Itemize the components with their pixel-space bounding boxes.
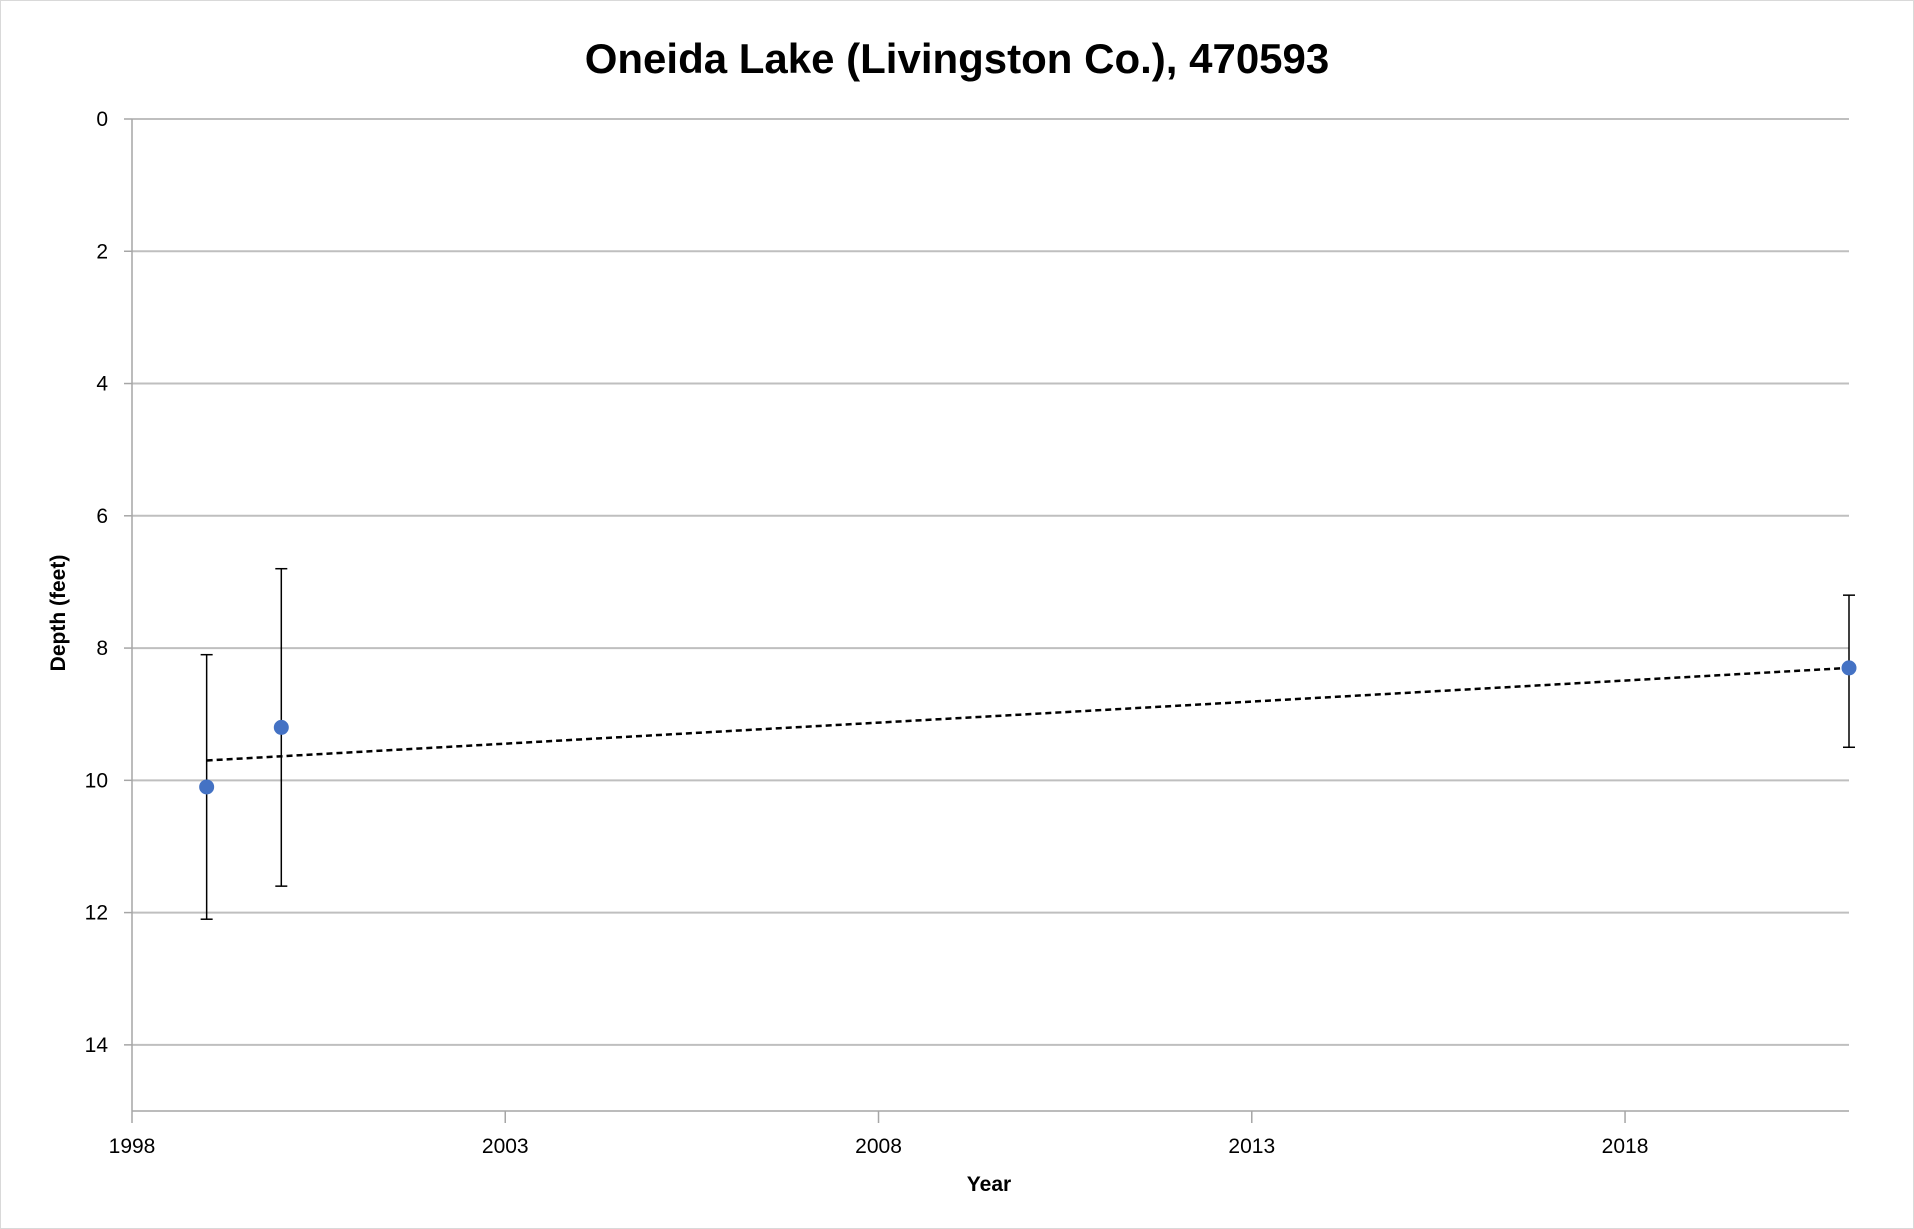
x-tick-labels: 1998 2003 2008 2013 2018	[109, 1135, 1649, 1158]
y-tick-label: 2	[96, 240, 108, 263]
axes	[124, 118, 1849, 1123]
y-tick-label: 4	[96, 373, 108, 396]
y-tick-labels: 0 2 4 6 8 10 12 14	[85, 108, 109, 1057]
x-tick-label: 2013	[1228, 1135, 1275, 1158]
y-axis-title: Depth (feet)	[47, 555, 70, 672]
x-tick-label: 1998	[109, 1135, 156, 1158]
data-point	[273, 719, 289, 735]
y-tick-label: 0	[96, 108, 108, 131]
x-tick-label: 2003	[482, 1135, 529, 1158]
y-tick-label: 6	[96, 505, 108, 528]
y-tick-label: 12	[85, 902, 108, 925]
y-tick-label: 10	[85, 769, 108, 792]
gridlines	[132, 118, 1849, 1046]
data-point	[1841, 660, 1857, 676]
trendline	[206, 666, 1850, 762]
chart-title: Oneida Lake (Livingston Co.), 470593	[585, 35, 1330, 82]
x-tick-label: 2008	[855, 1135, 902, 1158]
x-axis-title: Year	[967, 1173, 1011, 1196]
data-points	[199, 660, 1857, 795]
y-tick-label: 14	[85, 1034, 109, 1057]
data-point	[199, 779, 215, 795]
trendline-group	[206, 666, 1850, 762]
error-bars	[200, 567, 1855, 920]
y-tick-label: 8	[96, 637, 108, 660]
x-tick-label: 2018	[1602, 1135, 1649, 1158]
